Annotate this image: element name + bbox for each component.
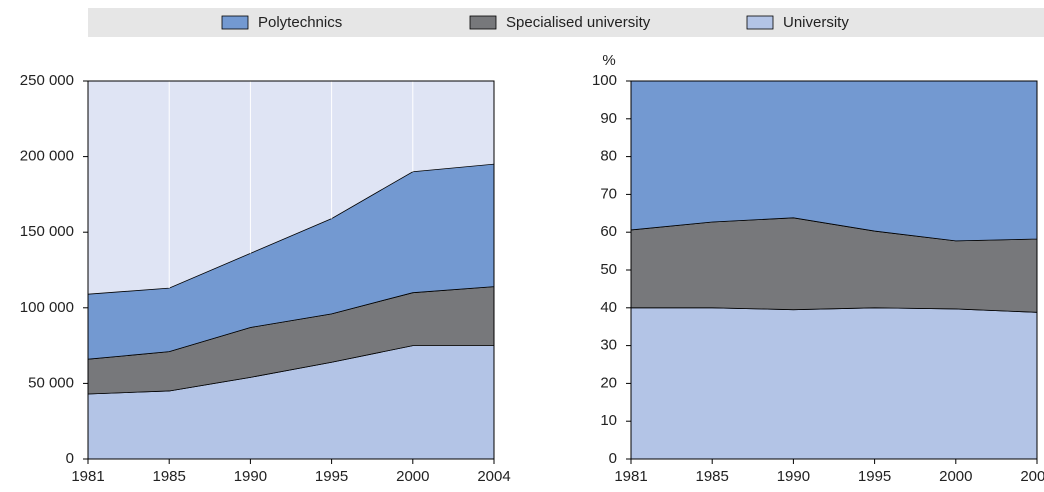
x-tick-label: 1990 xyxy=(234,468,267,485)
y-tick-label: 200 000 xyxy=(20,148,74,165)
x-tick-label: 2000 xyxy=(396,468,429,485)
plot-frame xyxy=(87,80,495,460)
x-tick-label: 1985 xyxy=(696,468,729,485)
y-tick-label: 50 xyxy=(600,261,617,278)
legend-label: Polytechnics xyxy=(258,14,342,31)
y-tick-label: 100 000 xyxy=(20,299,74,316)
y-tick-label: 90 xyxy=(600,110,617,127)
x-tick-label: 1981 xyxy=(71,468,104,485)
y-tick-label: 30 xyxy=(600,337,617,354)
y-axis-label: % xyxy=(602,52,615,69)
x-tick-label: 1981 xyxy=(614,468,647,485)
y-tick-label: 80 xyxy=(600,148,617,165)
legend-swatch xyxy=(221,15,249,30)
y-tick-label: 0 xyxy=(609,450,617,467)
y-tick-label: 20 xyxy=(600,374,617,391)
x-tick-label: 1985 xyxy=(153,468,186,485)
legend-label: Specialised university xyxy=(506,14,651,31)
y-tick-label: 60 xyxy=(600,223,617,240)
y-tick-label: 250 000 xyxy=(20,72,74,89)
area xyxy=(630,80,1038,242)
y-tick-label: 100 xyxy=(592,72,617,89)
x-tick-label: 2004 xyxy=(1020,468,1044,485)
y-tick-label: 0 xyxy=(66,450,74,467)
y-tick-label: 50 000 xyxy=(28,374,74,391)
x-tick-label: 2004 xyxy=(477,468,510,485)
legend-swatch xyxy=(746,15,774,30)
x-tick-label: 1995 xyxy=(315,468,348,485)
x-tick-label: 2000 xyxy=(939,468,972,485)
legend-label: University xyxy=(783,14,849,31)
y-tick-label: 10 xyxy=(600,412,617,429)
y-tick-label: 150 000 xyxy=(20,223,74,240)
x-tick-label: 1995 xyxy=(858,468,891,485)
legend-swatch xyxy=(469,15,497,30)
y-tick-label: 40 xyxy=(600,299,617,316)
x-tick-label: 1990 xyxy=(777,468,810,485)
y-tick-label: 70 xyxy=(600,185,617,202)
area xyxy=(630,307,1038,460)
